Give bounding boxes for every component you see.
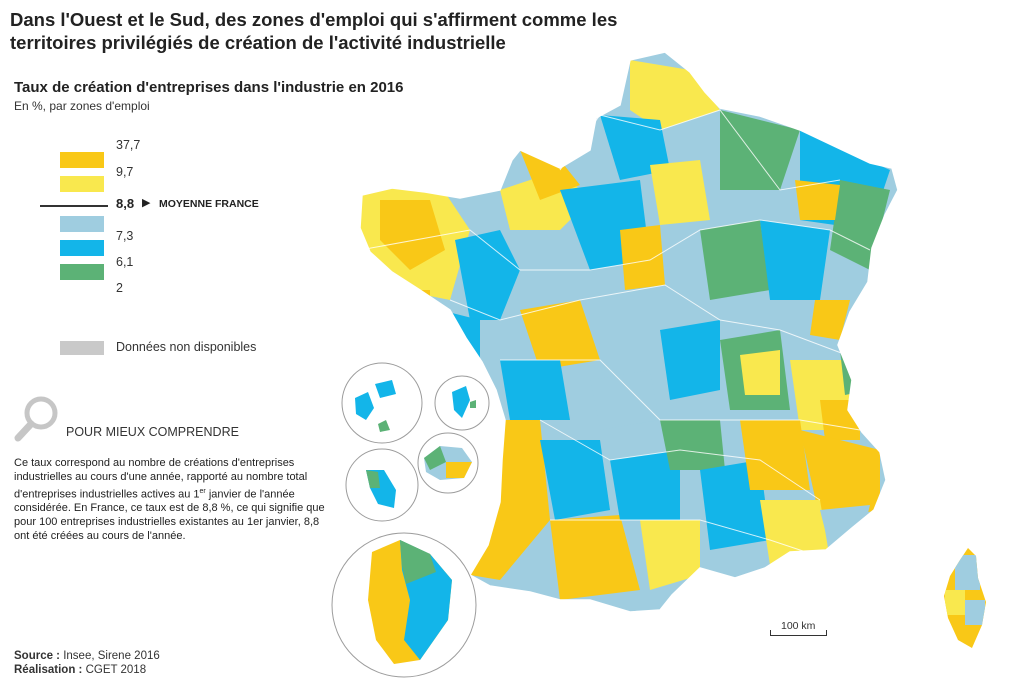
help-text-part2: janvier de l'année considérée. En France… [14, 488, 325, 542]
inset-reunion [417, 432, 479, 494]
legend-value-4: 6,1 [116, 255, 134, 269]
corsica-zones [944, 548, 986, 648]
inset-guadeloupe [341, 362, 423, 444]
map-subtitle: En %, par zones d'emploi [14, 99, 150, 113]
legend-swatch-below [60, 216, 104, 232]
help-title: POUR MIEUX COMPRENDRE [66, 425, 239, 439]
mean-line [40, 205, 108, 207]
legend-value-3: 7,3 [116, 229, 134, 243]
map-title: Taux de création d'entreprises dans l'in… [14, 79, 404, 96]
legend-value-max: 37,7 [116, 138, 141, 152]
legend-swatch-above [60, 176, 104, 192]
credit-value: CGET 2018 [82, 664, 147, 676]
legend-swatch-low [60, 240, 104, 256]
scale-label: 100 km [781, 620, 816, 632]
help-text-part1: Ce taux correspond au nombre de création… [14, 457, 308, 501]
legend-swatch-na [60, 341, 104, 355]
source: Source : Insee, Sirene 2016 [14, 650, 160, 662]
legend-value-2: 9,7 [116, 165, 134, 179]
source-value: Insee, Sirene 2016 [60, 650, 160, 662]
legend-value-min: 2 [116, 281, 123, 295]
legend-swatch-lowest [60, 264, 104, 280]
scale-bar [770, 630, 827, 636]
credit-label: Réalisation : [14, 664, 83, 676]
inset-mayotte [434, 375, 490, 431]
main-title: Dans l'Ouest et le Sud, des zones d'empl… [10, 9, 618, 53]
zone-borders [360, 109, 871, 561]
mainland-outline [359, 51, 899, 613]
help-text-sup: er [199, 487, 206, 495]
legend-swatch-high [60, 152, 104, 168]
source-label: Source : [14, 650, 61, 662]
legend-mean-value: 8,8 [116, 196, 135, 211]
inset-martinique [345, 448, 419, 522]
credit: Réalisation : CGET 2018 [14, 664, 146, 676]
help-text: Ce taux correspond au nombre de création… [14, 457, 326, 543]
legend-na-label: Données non disponibles [116, 340, 257, 354]
inset-guyane [331, 532, 477, 678]
legend-mean-label: MOYENNE FRANCE [159, 198, 259, 210]
triangle-right-icon: ▶ [142, 197, 151, 209]
